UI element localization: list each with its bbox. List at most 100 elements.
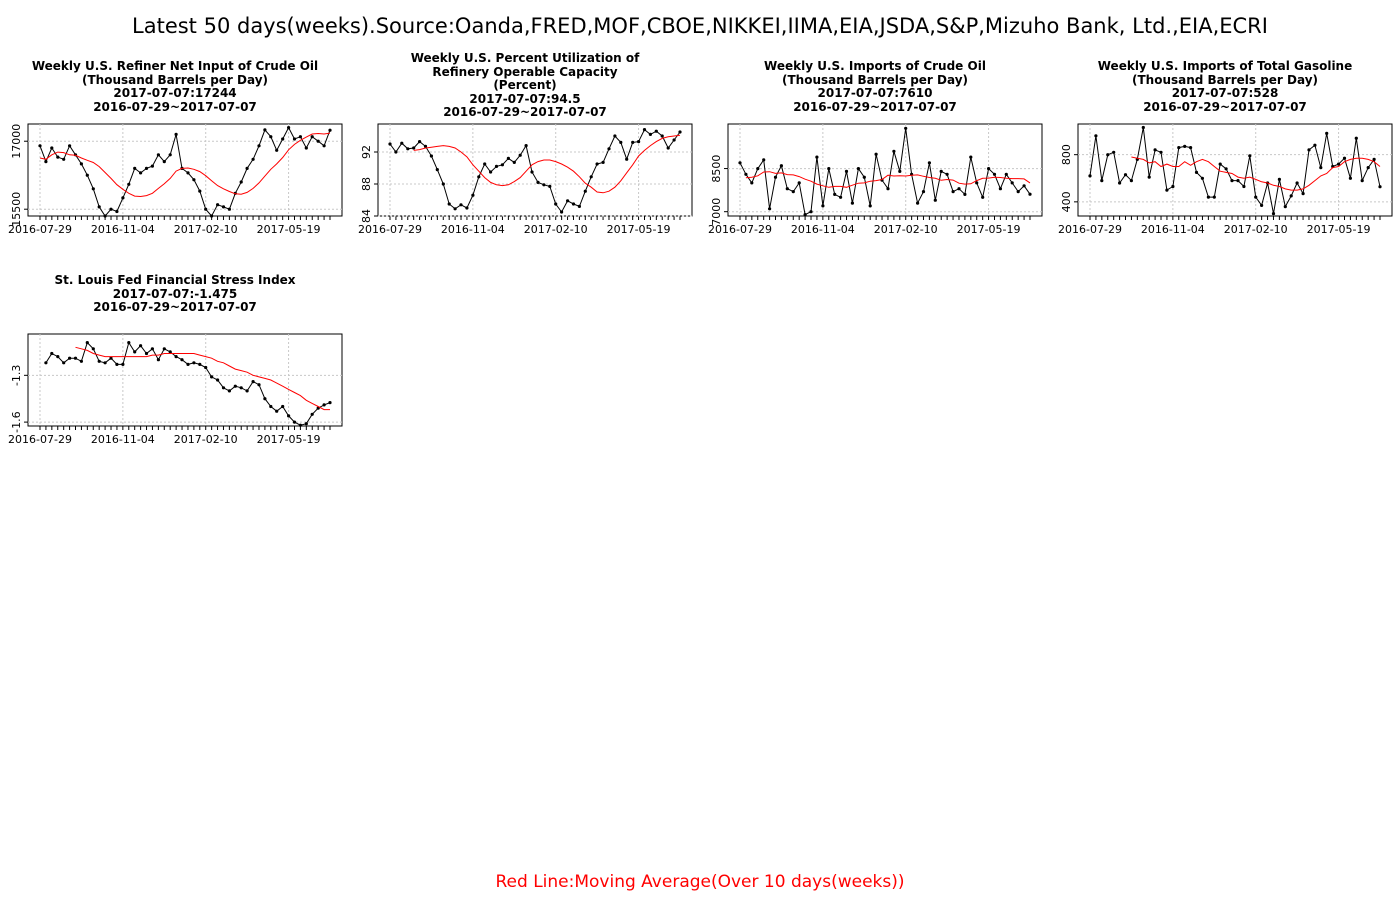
series-line-actual — [45, 341, 331, 426]
series-line-moving-average — [745, 171, 1031, 188]
chart-title-line: (Thousand Barrels per Day) — [1131, 72, 1319, 87]
data-point — [779, 164, 783, 168]
data-point — [239, 386, 243, 390]
data-point — [1354, 136, 1358, 140]
data-point — [275, 148, 279, 152]
data-point — [500, 163, 504, 167]
data-point — [471, 193, 475, 197]
chart-title-line: 2017-07-07:17244 — [113, 86, 237, 100]
x-tick-label: 2016-11-04 — [91, 433, 155, 446]
chart-title: Weekly U.S. Refiner Net Input of Crude O… — [0, 59, 350, 114]
data-point — [992, 172, 997, 176]
x-tick-label: 2017-05-19 — [1307, 223, 1371, 236]
data-point — [38, 144, 42, 148]
data-point — [221, 205, 226, 209]
data-point — [316, 139, 320, 143]
data-point — [821, 204, 825, 208]
chart-panel-financial-stress-index: St. Louis Fed Financial Stress Index 201… — [0, 250, 350, 460]
x-tick-label: 2016-11-04 — [441, 223, 505, 236]
data-point — [494, 164, 499, 168]
data-point — [257, 383, 261, 387]
data-point — [435, 168, 439, 172]
data-point — [144, 351, 149, 356]
data-point — [168, 153, 172, 157]
data-point — [1147, 175, 1151, 179]
data-point — [856, 167, 860, 171]
data-point — [156, 358, 160, 362]
data-point — [785, 187, 789, 191]
chart-title-line: 2017-07-07:528 — [1171, 86, 1279, 100]
plot-frame — [727, 123, 1043, 217]
data-point — [1100, 179, 1104, 183]
data-point — [1183, 144, 1187, 148]
data-point — [186, 171, 190, 175]
data-point — [1254, 195, 1258, 199]
data-point — [815, 155, 819, 159]
data-point — [459, 203, 463, 207]
x-tick-label: 2017-02-10 — [174, 223, 238, 236]
data-point — [1088, 174, 1092, 178]
data-point — [275, 409, 279, 413]
chart-title-line: Weekly U.S. Imports of Crude Oil — [764, 59, 986, 73]
data-point — [530, 170, 534, 174]
data-point — [292, 137, 297, 141]
data-point — [987, 167, 991, 171]
data-point — [103, 361, 107, 365]
data-point — [251, 380, 255, 384]
data-point — [554, 202, 558, 206]
data-point — [62, 361, 66, 365]
data-point — [927, 161, 931, 165]
page-title: Latest 50 days(weeks).Source:Oanda,FRED,… — [132, 14, 1268, 38]
data-point — [678, 130, 682, 134]
data-point — [773, 175, 778, 179]
data-point — [412, 146, 416, 150]
data-point — [139, 344, 143, 348]
data-point — [542, 183, 546, 187]
data-point — [660, 134, 664, 138]
data-point — [227, 389, 231, 393]
data-point — [216, 378, 220, 382]
plot-frame — [27, 333, 343, 427]
data-point — [904, 126, 908, 130]
data-point — [310, 135, 314, 139]
y-tick-label: 8500 — [710, 155, 723, 183]
data-point — [156, 153, 160, 157]
data-point — [139, 171, 143, 175]
data-point — [239, 180, 243, 184]
data-point — [744, 172, 748, 176]
data-point — [418, 140, 422, 144]
line-chart-refiner-net-input: 2016-07-29 2016-11-04 2017-02-10 2017-05-19… — [8, 123, 343, 236]
data-point — [862, 175, 866, 179]
data-point — [310, 412, 314, 416]
data-point — [127, 341, 131, 345]
data-point — [833, 192, 837, 196]
data-point — [73, 356, 78, 360]
data-point — [957, 187, 961, 191]
data-point — [109, 356, 113, 360]
data-point — [406, 147, 410, 151]
data-point — [1028, 192, 1032, 196]
y-tick-label: 88 — [360, 177, 373, 191]
data-point — [150, 347, 154, 351]
series-line-moving-average — [75, 346, 330, 411]
series-line-moving-average — [39, 132, 331, 198]
chart-title-line: (Thousand Barrels per Day) — [781, 72, 969, 87]
data-point — [150, 164, 154, 168]
x-tick-label: 2016-07-29 — [8, 433, 72, 446]
data-point — [874, 152, 878, 156]
data-point — [198, 189, 202, 193]
data-point — [1366, 166, 1370, 170]
data-point — [210, 375, 214, 379]
data-point — [1236, 179, 1240, 183]
data-point — [281, 137, 285, 141]
data-point — [1295, 181, 1299, 185]
data-point — [654, 129, 658, 133]
x-tick-label: 2016-11-04 — [91, 223, 155, 236]
y-tick-label: -1.3 — [10, 365, 23, 386]
data-point — [328, 401, 332, 405]
data-point — [939, 169, 943, 173]
data-point — [263, 128, 267, 132]
data-point — [1004, 172, 1008, 176]
data-point — [916, 201, 920, 205]
data-point — [133, 350, 137, 354]
